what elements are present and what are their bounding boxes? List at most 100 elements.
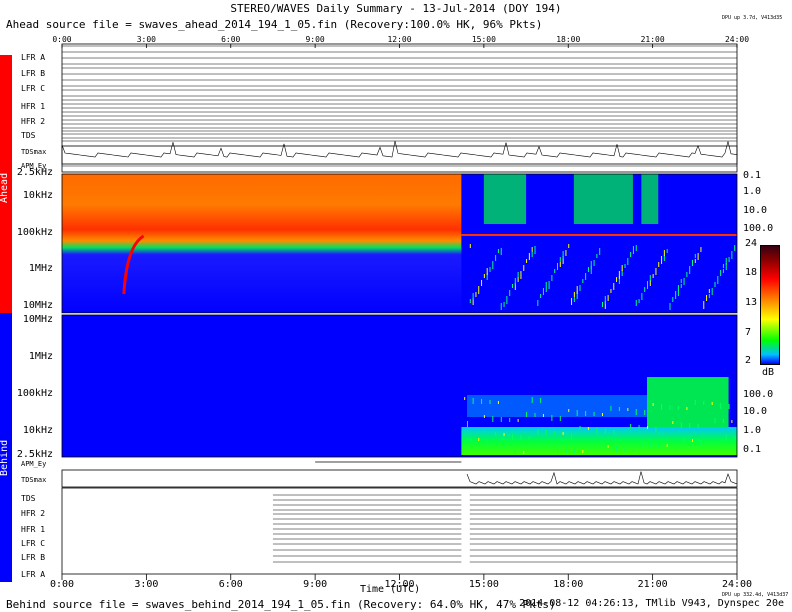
- ahead-row-label: LFR C: [21, 84, 46, 93]
- behind-speckle: [686, 407, 688, 410]
- ahead-speckle: [576, 286, 578, 294]
- colorbar-tick: 13: [745, 297, 758, 308]
- time-axis-label: Time (UTC): [360, 584, 421, 595]
- ahead-speckle: [725, 263, 727, 270]
- ahead-speckle: [661, 256, 663, 264]
- behind-spectrogram-bg: [62, 315, 737, 457]
- behind-speckle: [571, 433, 573, 439]
- ahead-speckle: [604, 296, 606, 304]
- top-time-tick: 15:00: [471, 35, 496, 44]
- behind-speckle: [607, 445, 609, 448]
- behind-speckle: [520, 435, 522, 440]
- ahead-speckle: [647, 281, 648, 289]
- behind-speckle: [652, 403, 654, 406]
- behind-speckle: [573, 449, 575, 453]
- behind-speckle: [610, 406, 612, 411]
- ahead-speckle: [542, 288, 544, 295]
- behind-frequency-label: 10kHz: [22, 425, 53, 436]
- ahead-speckle: [711, 288, 713, 295]
- behind-speckle: [694, 400, 696, 405]
- ahead-speckle: [483, 274, 485, 278]
- behind-speckle: [537, 429, 539, 435]
- behind-speckle: [700, 440, 702, 446]
- ahead-speckle: [734, 245, 736, 251]
- ahead-speckle: [722, 264, 724, 268]
- ahead-speckle: [576, 291, 578, 299]
- ahead-right-scale-label: 1.0: [743, 186, 762, 197]
- ahead-burst: [122, 234, 145, 295]
- behind-speckle: [517, 419, 519, 422]
- behind-source-file: Behind source file = swaves_behind_2014_…: [6, 598, 556, 611]
- ahead-speckle: [666, 249, 668, 253]
- behind-speckle: [666, 444, 668, 447]
- behind-speckle: [542, 414, 544, 417]
- bottom-time-tick: 12:00: [384, 579, 415, 590]
- behind-row-label: LFR B: [21, 553, 46, 562]
- behind-speckle: [680, 422, 682, 428]
- behind-speckle: [531, 397, 533, 403]
- ahead-speckle: [663, 250, 665, 256]
- behind-speckle: [478, 438, 480, 441]
- bottom-time-tick: 15:00: [468, 579, 499, 590]
- behind-speckle: [638, 425, 640, 429]
- behind-mid-band: [467, 395, 647, 417]
- ahead-speckle: [545, 282, 547, 287]
- ahead-emission-patch: [641, 174, 659, 224]
- ahead-speckle: [607, 295, 609, 301]
- behind-speckle: [717, 442, 719, 446]
- behind-speckle: [500, 417, 502, 422]
- ahead-speckle: [655, 268, 657, 275]
- behind-speckle: [565, 448, 567, 453]
- behind-speckle: [582, 450, 584, 453]
- behind-row-label: APM_Ey: [21, 460, 47, 468]
- colorbar: [760, 245, 780, 365]
- ahead-speckle: [503, 302, 505, 307]
- ahead-speckle: [509, 290, 511, 296]
- ahead-speckle: [689, 266, 691, 274]
- ahead-speckle: [638, 299, 640, 303]
- ahead-emission-patch: [573, 174, 633, 224]
- behind-speckle: [714, 418, 716, 423]
- behind-speckle: [579, 426, 581, 430]
- bottom-time-tick: 3:00: [134, 579, 159, 590]
- ahead-speckle: [500, 248, 502, 255]
- behind-speckle: [509, 418, 511, 422]
- behind-speckle: [467, 421, 468, 427]
- top-time-tick: 21:00: [640, 35, 665, 44]
- behind-speckle: [627, 408, 629, 411]
- behind-speckle: [675, 445, 677, 451]
- ahead-speckle: [540, 294, 542, 298]
- ahead-speckle: [700, 247, 702, 252]
- behind-speckle: [469, 437, 471, 441]
- ahead-row-label: LFR A: [21, 53, 46, 62]
- ahead-speckle: [579, 285, 581, 291]
- behind-right-scale-label: 100.0: [743, 389, 774, 400]
- behind-speckle: [703, 401, 705, 405]
- behind-row-label: TDS: [21, 494, 36, 503]
- ahead-speckle: [478, 286, 480, 294]
- behind-speckle: [644, 410, 646, 415]
- ahead-sidebar: [0, 55, 12, 313]
- behind-speckle: [599, 444, 601, 448]
- behind-speckle: [526, 412, 528, 417]
- behind-speckle: [483, 415, 485, 418]
- behind-speckle: [472, 398, 474, 404]
- top-time-tick: 0:00: [52, 35, 72, 44]
- ahead-speckle: [652, 274, 654, 278]
- behind-speckle: [576, 410, 578, 416]
- behind-speckle: [568, 409, 570, 412]
- top-time-tick: 9:00: [305, 35, 325, 44]
- colorbar-unit: dB: [762, 367, 775, 378]
- behind-row-label: LFR C: [21, 539, 46, 548]
- ahead-row-label: HFR 1: [21, 102, 46, 111]
- behind-speckle: [734, 436, 736, 441]
- ahead-speckle: [621, 265, 623, 271]
- ahead-speckle: [590, 261, 592, 269]
- ahead-speckle: [469, 299, 471, 303]
- ahead-speckle: [714, 282, 716, 287]
- behind-speckle: [677, 406, 679, 410]
- ahead-speckle: [725, 258, 727, 265]
- ahead-speckle: [722, 269, 724, 273]
- behind-speckle: [528, 436, 530, 440]
- behind-row-label: HFR 1: [21, 525, 46, 534]
